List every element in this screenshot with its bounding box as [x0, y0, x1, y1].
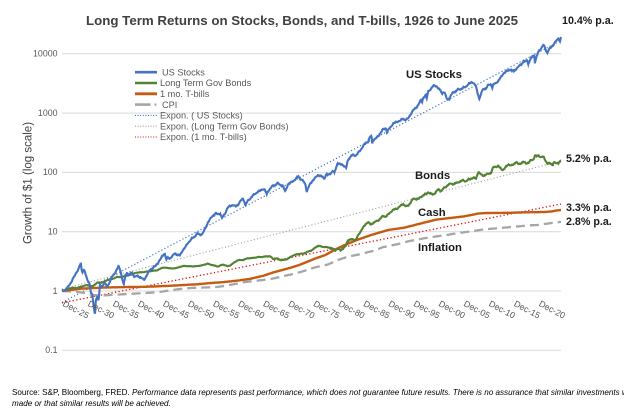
svg-text:0.1: 0.1 — [45, 345, 57, 355]
svg-text:Long Term Gov Bonds: Long Term Gov Bonds — [160, 78, 252, 88]
svg-text:CPI: CPI — [162, 100, 177, 110]
svg-text:1 mo. T-bills: 1 mo. T-bills — [160, 89, 210, 99]
svg-text:100: 100 — [43, 167, 58, 177]
svg-text:Inflation: Inflation — [418, 242, 462, 254]
svg-text:1: 1 — [53, 286, 58, 296]
svg-text:2.8% p.a.: 2.8% p.a. — [566, 216, 612, 228]
svg-text:10: 10 — [48, 227, 58, 237]
svg-text:Expon. ( US Stocks): Expon. ( US Stocks) — [160, 111, 243, 121]
svg-text:3.3% p.a.: 3.3% p.a. — [566, 202, 612, 214]
svg-text:Long Term Returns on Stocks, B: Long Term Returns on Stocks, Bonds, and … — [86, 13, 519, 28]
svg-text:1000: 1000 — [38, 108, 58, 118]
svg-text:5.2% p.a.: 5.2% p.a. — [566, 153, 612, 165]
svg-text:Growth of $1 (log scale): Growth of $1 (log scale) — [23, 122, 35, 244]
svg-text:Bonds: Bonds — [415, 170, 450, 182]
svg-text:US Stocks: US Stocks — [162, 67, 205, 77]
svg-text:Expon. (1 mo. T-bills): Expon. (1 mo. T-bills) — [160, 132, 247, 142]
svg-text:Expon. (Long Term Gov Bonds): Expon. (Long Term Gov Bonds) — [160, 121, 289, 131]
svg-text:US Stocks: US Stocks — [406, 69, 462, 81]
svg-text:10.4% p.a.: 10.4% p.a. — [562, 15, 614, 27]
svg-text:Cash: Cash — [418, 207, 446, 219]
svg-text:10000: 10000 — [33, 49, 58, 59]
